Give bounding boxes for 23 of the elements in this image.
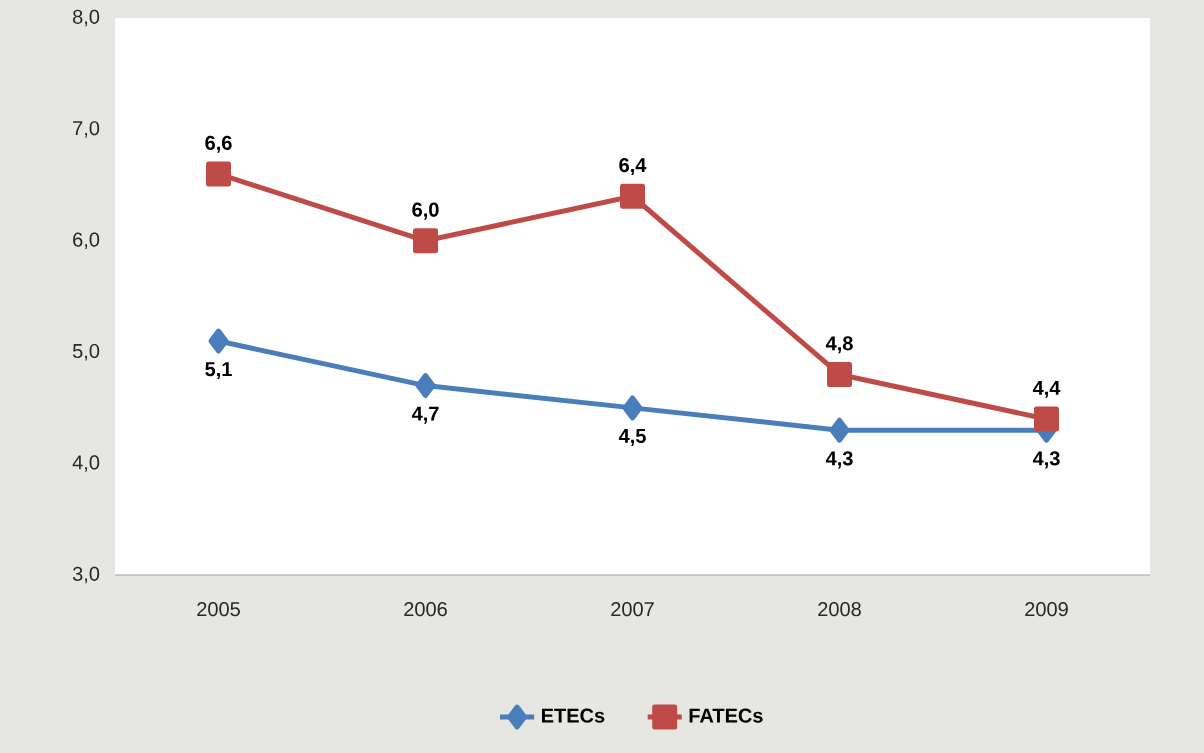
data-label: 4,7 (411, 406, 439, 424)
y-tick-label: 3,0 (72, 566, 100, 584)
x-tick-label: 2005 (197, 602, 240, 617)
data-label: 4,4 (1032, 381, 1061, 398)
y-tick-label: 4,0 (72, 455, 100, 472)
x-tick-label: 2008 (818, 602, 861, 617)
data-label: 6,4 (619, 158, 647, 176)
data-label: 6,0 (412, 202, 439, 220)
legend-label: ETECs (542, 708, 605, 723)
x-tick-label: 2007 (611, 602, 654, 617)
data-label: 6,6 (205, 135, 232, 153)
y-tick-label: 6,0 (73, 232, 100, 250)
x-tick-label: 2006 (404, 602, 447, 617)
data-label: 4,3 (825, 451, 853, 469)
data-label: 4,3 (1032, 451, 1060, 469)
y-tick-label: 8,0 (73, 9, 100, 27)
y-tick-label: 5,0 (72, 343, 100, 361)
y-tick-label: 7,0 (73, 121, 100, 138)
data-label: 5,1 (205, 362, 232, 380)
data-label: 4,8 (825, 336, 853, 354)
legend-label: FATECs (689, 708, 763, 723)
data-label: 4,5 (618, 429, 646, 446)
x-tick-label: 2009 (1025, 602, 1068, 617)
